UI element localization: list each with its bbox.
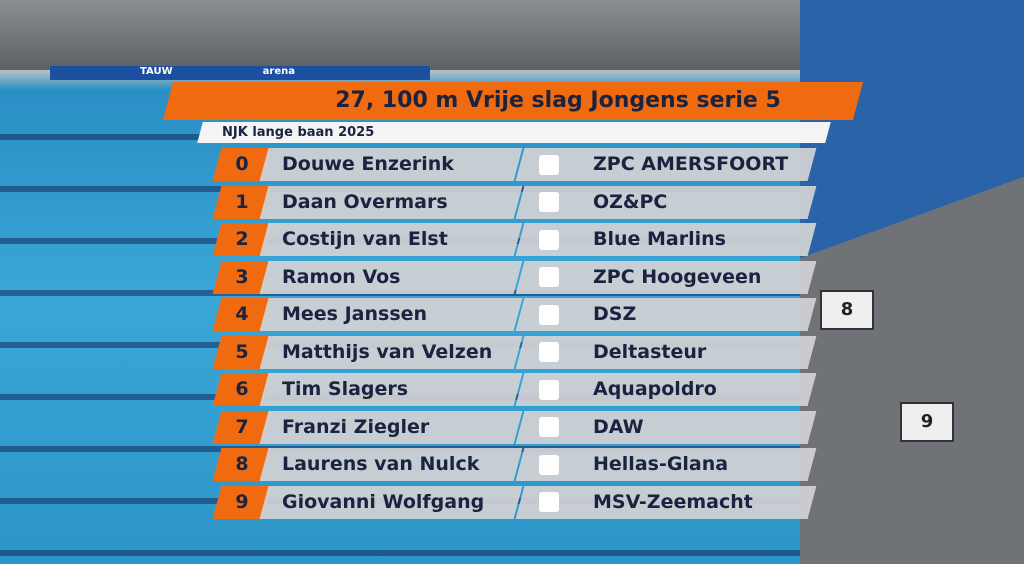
lane-number: 9 — [235, 490, 249, 513]
banner-text: TAUW — [140, 66, 173, 77]
club-name: MSV-Zeemacht — [593, 490, 753, 513]
club-name: Hellas-Glana — [593, 453, 729, 475]
club-box — [515, 298, 817, 331]
club-logo — [539, 229, 559, 250]
starting-block: 9 — [900, 402, 954, 442]
lane-number: 5 — [235, 340, 249, 363]
club-box — [515, 410, 817, 444]
swimmer-name: Costijn van Elst — [282, 228, 448, 250]
club-name: Deltasteur — [593, 340, 707, 363]
swimmer-name: Douwe Enzerink — [282, 153, 454, 175]
lane-number: 4 — [235, 303, 249, 325]
lane-number: 0 — [235, 153, 249, 175]
subtitle: NJK lange baan 2025 — [222, 125, 375, 140]
banner: TAUW arena — [50, 66, 430, 80]
swimmer-name: Franzi Ziegler — [282, 415, 430, 438]
swimmer-name: Tim Slagers — [282, 378, 409, 400]
club-name: Aquapoldro — [593, 378, 717, 400]
lane-number: 6 — [235, 378, 249, 400]
lane-number: 1 — [235, 190, 249, 213]
club-name: ZPC AMERSFOORT — [593, 153, 789, 175]
club-logo — [539, 492, 559, 512]
club-logo — [539, 192, 559, 212]
lane-number: 3 — [235, 265, 249, 288]
club-name: ZPC Hoogeveen — [593, 265, 762, 288]
title: 27, 100 m Vrije slag Jongens serie 5 — [335, 88, 781, 113]
club-logo — [539, 454, 559, 475]
crowd — [0, 0, 800, 70]
swimmer-name: Matthijs van Velzen — [282, 340, 493, 363]
starting-block: 8 — [820, 290, 874, 330]
club-logo — [539, 379, 559, 400]
club-name: OZ&PC — [593, 190, 668, 213]
swimmer-name: Ramon Vos — [282, 265, 401, 288]
club-logo — [539, 304, 559, 325]
club-logo — [539, 267, 559, 287]
lane-number: 8 — [235, 453, 249, 475]
club-logo — [539, 154, 559, 175]
swimmer-name: Laurens van Nulck — [282, 453, 480, 475]
swimmer-name: Daan Overmars — [282, 190, 448, 213]
swimmer-name: Giovanni Wolfgang — [282, 490, 485, 513]
lane-number: 7 — [235, 415, 249, 438]
club-name: Blue Marlins — [593, 228, 726, 250]
swimmer-name: Mees Janssen — [282, 303, 428, 325]
club-logo — [539, 417, 559, 437]
club-name: DSZ — [593, 303, 637, 325]
lane-number: 2 — [235, 228, 249, 250]
club-logo — [539, 342, 559, 362]
banner-text: arena — [262, 66, 295, 77]
club-name: DAW — [593, 415, 644, 438]
